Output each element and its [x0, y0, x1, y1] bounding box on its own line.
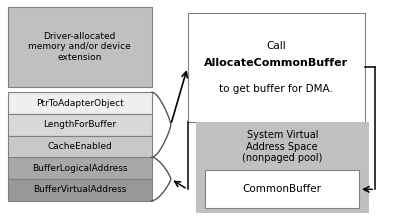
FancyBboxPatch shape: [8, 179, 152, 201]
Text: PtrToAdapterObject: PtrToAdapterObject: [36, 99, 124, 108]
Text: BufferVirtualAddress: BufferVirtualAddress: [33, 185, 126, 194]
FancyBboxPatch shape: [8, 114, 152, 136]
Text: BufferLogicalAddress: BufferLogicalAddress: [32, 164, 128, 173]
Text: Driver-allocated
memory and/or device
extension: Driver-allocated memory and/or device ex…: [28, 32, 131, 62]
FancyBboxPatch shape: [188, 13, 365, 122]
FancyBboxPatch shape: [8, 157, 152, 179]
FancyBboxPatch shape: [8, 136, 152, 157]
FancyBboxPatch shape: [8, 7, 152, 87]
FancyBboxPatch shape: [196, 122, 369, 213]
Text: CacheEnabled: CacheEnabled: [47, 142, 112, 151]
Text: to get buffer for DMA.: to get buffer for DMA.: [219, 84, 333, 94]
FancyBboxPatch shape: [8, 92, 152, 114]
Text: LengthForBuffer: LengthForBuffer: [43, 120, 117, 129]
FancyBboxPatch shape: [205, 170, 359, 208]
Text: CommonBuffer: CommonBuffer: [243, 184, 322, 194]
Text: AllocateCommonBuffer: AllocateCommonBuffer: [204, 58, 348, 68]
Text: System Virtual
Address Space
(nonpaged pool): System Virtual Address Space (nonpaged p…: [242, 130, 322, 163]
Text: Call: Call: [267, 41, 286, 51]
